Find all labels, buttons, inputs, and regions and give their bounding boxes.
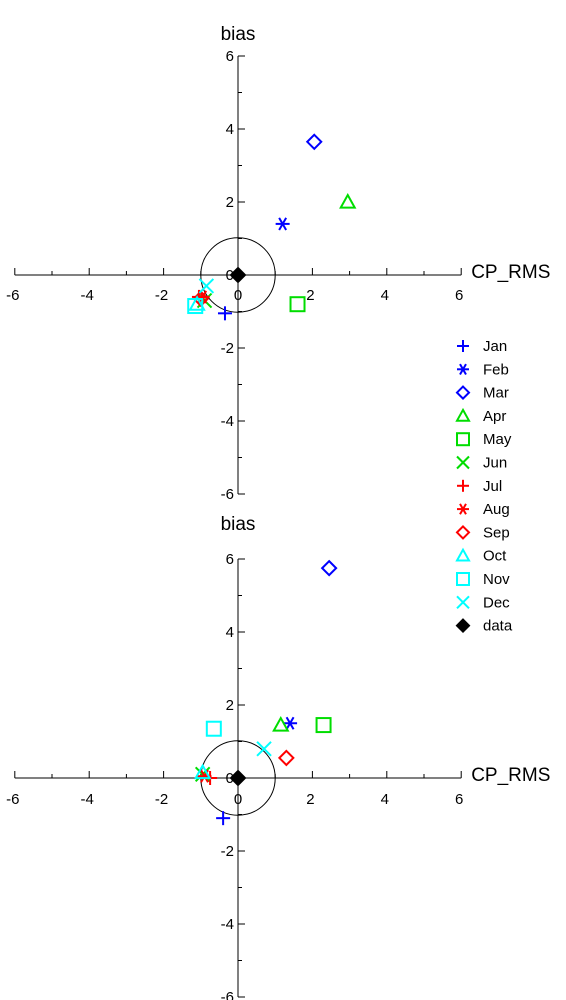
data-point-sep xyxy=(277,749,295,767)
y-tick-label: -4 xyxy=(221,916,234,933)
x-tick-label: 4 xyxy=(381,287,389,304)
legend-label: Oct xyxy=(483,548,507,565)
data-point-dec xyxy=(256,741,272,757)
x-tick-label: 2 xyxy=(306,791,314,808)
x-tick-label: -6 xyxy=(6,287,19,304)
data-point-jan xyxy=(216,811,231,826)
top-scatter-panel: -6 -4 -2 0 2 4 6 -6 -4 -2 0 2 4 6 CP_RMS bias xyxy=(6,24,550,503)
data-marker-icon xyxy=(455,618,471,634)
apr-marker-icon xyxy=(455,407,471,422)
data-point-oct xyxy=(193,763,212,780)
y-tick-label: -4 xyxy=(221,413,234,430)
x-axis-title: CP_RMS xyxy=(471,262,550,283)
legend-item-jan: Jan xyxy=(457,338,507,355)
x-tick-label: 0 xyxy=(234,287,242,304)
legend-item-aug: Aug xyxy=(457,501,510,518)
legend-item-oct: Oct xyxy=(455,547,507,565)
legend-label: Nov xyxy=(483,571,510,588)
y-tick-label: -2 xyxy=(221,340,234,357)
x-axis-title: CP_RMS xyxy=(471,765,550,786)
data-point-jan xyxy=(217,306,232,321)
legend-label: Feb xyxy=(483,361,509,378)
feb-marker-icon xyxy=(457,363,469,375)
legend-item-jul: Jul xyxy=(457,478,502,495)
data-point-data xyxy=(229,769,247,787)
nov-marker-icon xyxy=(456,572,470,586)
sep-marker-icon xyxy=(455,524,471,540)
legend-label: Dec xyxy=(483,594,510,611)
y-tick-label: 0 xyxy=(226,770,234,787)
legend-label: Jul xyxy=(483,478,502,495)
y-tick-label: 2 xyxy=(226,697,234,714)
aug-marker-icon xyxy=(457,503,469,515)
x-tick-label: 4 xyxy=(381,791,389,808)
data-point-data xyxy=(229,266,247,284)
x-tick-label: 0 xyxy=(234,791,242,808)
reference-circle xyxy=(200,237,276,313)
data-point-apr xyxy=(272,716,290,732)
y-tick-label: 6 xyxy=(226,551,234,568)
legend-item-apr: Apr xyxy=(455,407,506,425)
legend-label: Sep xyxy=(483,524,510,541)
oct-marker-icon xyxy=(455,547,471,562)
y-tick-label: 2 xyxy=(226,194,234,211)
y-tick-label: 0 xyxy=(226,267,234,284)
y-tick-label: 4 xyxy=(226,624,234,641)
data-point-may xyxy=(289,296,306,313)
x-tick-label: 6 xyxy=(455,791,463,808)
legend-label: Jan xyxy=(483,338,507,355)
legend-label: Mar xyxy=(483,385,509,402)
y-tick-label: 6 xyxy=(226,48,234,65)
legend-item-data: data xyxy=(455,618,513,635)
data-point-nov xyxy=(205,720,222,737)
data-point-may xyxy=(315,717,332,734)
legend-label: May xyxy=(483,431,512,448)
jun-marker-icon xyxy=(456,455,470,470)
bottom-scatter-panel: -6 -4 -2 0 2 4 6 -6 -4 -2 0 2 4 6 CP_RMS bias xyxy=(6,514,550,1000)
legend-item-nov: Nov xyxy=(456,571,510,588)
y-axis-title: bias xyxy=(221,24,256,45)
legend-item-may: May xyxy=(456,431,512,448)
y-axis-title: bias xyxy=(221,514,256,535)
x-tick-label: -6 xyxy=(6,791,19,808)
y-tick-label: -6 xyxy=(221,989,234,1000)
jul-marker-icon xyxy=(457,479,469,492)
x-tick-label: -2 xyxy=(155,287,168,304)
x-tick-label: 6 xyxy=(455,287,463,304)
legend-label: data xyxy=(483,618,513,635)
data-point-feb xyxy=(283,716,298,730)
legend-item-jun: Jun xyxy=(456,455,507,472)
y-tick-label: -2 xyxy=(221,843,234,860)
data-point-nov xyxy=(187,298,204,315)
legend: Jan Feb Mar Apr May Jun Jul Aug Sep Oct Nov Dec data xyxy=(455,338,513,635)
jan-marker-icon xyxy=(457,340,469,352)
x-tick-label: -4 xyxy=(81,791,94,808)
legend-item-feb: Feb xyxy=(457,361,509,378)
legend-item-mar: Mar xyxy=(455,385,509,402)
mar-marker-icon xyxy=(455,385,471,401)
data-point-apr xyxy=(339,192,357,209)
legend-item-sep: Sep xyxy=(455,524,510,541)
x-tick-label: -2 xyxy=(155,791,168,808)
data-point-mar xyxy=(320,559,338,577)
data-point-mar xyxy=(305,133,323,151)
legend-label: Jun xyxy=(483,455,507,472)
legend-label: Apr xyxy=(483,408,506,425)
legend-label: Aug xyxy=(483,501,510,518)
may-marker-icon xyxy=(456,432,470,447)
y-tick-label: 4 xyxy=(226,121,234,138)
x-tick-label: 2 xyxy=(306,287,314,304)
dec-marker-icon xyxy=(456,595,470,610)
x-tick-label: -4 xyxy=(81,287,94,304)
data-point-dec xyxy=(198,278,215,294)
data-point-feb xyxy=(275,217,290,231)
data-point-oct xyxy=(188,295,206,311)
legend-item-dec: Dec xyxy=(456,594,510,611)
y-tick-label: -6 xyxy=(221,486,234,503)
